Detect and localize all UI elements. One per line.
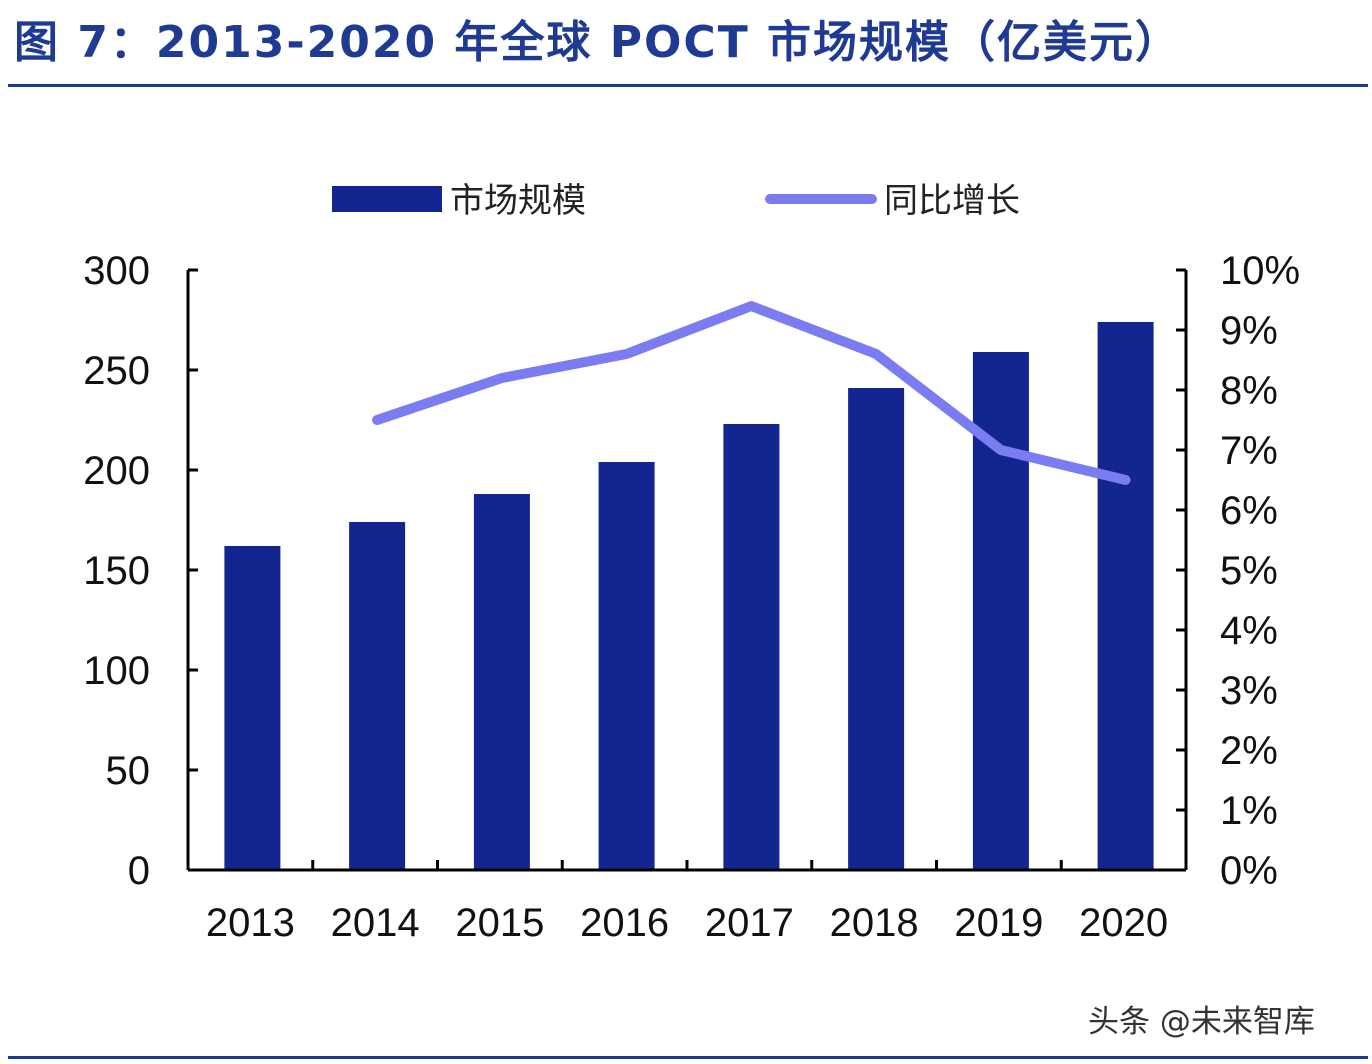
x-tick-label: 2020 xyxy=(1079,901,1168,945)
watermark: 头条 @未来智库 xyxy=(1088,1004,1315,1040)
figure-title: 图 7：2013-2020 年全球 POCT 市场规模（亿美元） xyxy=(14,17,1182,68)
x-tick-label: 2014 xyxy=(331,901,420,945)
x-tick-label: 2015 xyxy=(455,901,544,945)
bottom-divider xyxy=(8,1056,1368,1059)
legend-label-line: 同比增长 xyxy=(884,181,1020,221)
legend-label-bar: 市场规模 xyxy=(450,181,586,221)
y-left-tick-label: 50 xyxy=(106,749,151,793)
y-right-tick-label: 10% xyxy=(1220,249,1300,293)
y-right-tick-label: 2% xyxy=(1220,729,1278,773)
bar-2015 xyxy=(473,494,530,870)
bar-2014 xyxy=(349,522,406,870)
x-tick-label: 2019 xyxy=(954,901,1043,945)
legend: 市场规模 同比增长 xyxy=(332,181,1020,221)
y-right-tick-label: 6% xyxy=(1220,489,1278,533)
x-tick-label: 2017 xyxy=(705,901,794,945)
bar-2013 xyxy=(224,546,281,870)
y-right-tick-label: 8% xyxy=(1220,369,1278,413)
bar-series xyxy=(224,322,1154,870)
legend-swatch-bar xyxy=(332,186,442,212)
y-right-tick-label: 7% xyxy=(1220,429,1278,473)
axes: 0 50 100 150 200 250 300 0% 1% 2% 3% 4% 5% 6% 7% 8% 9% 10… xyxy=(83,249,1300,945)
title-divider xyxy=(8,84,1368,87)
bar-2016 xyxy=(598,462,655,870)
y-left-tick-label: 0 xyxy=(128,849,150,893)
line-series xyxy=(372,301,1131,485)
bar-2020 xyxy=(1097,322,1154,870)
y-left-tick-label: 150 xyxy=(83,549,150,593)
y-right-tick-label: 5% xyxy=(1220,549,1278,593)
y-left-tick-label: 200 xyxy=(83,449,150,493)
y-right-tick-label: 1% xyxy=(1220,789,1278,833)
x-tick-label: 2016 xyxy=(580,901,669,945)
x-tick-label: 2013 xyxy=(206,901,295,945)
y-left-tick-label: 250 xyxy=(83,349,150,393)
x-tick-label: 2018 xyxy=(830,901,919,945)
y-right-tick-label: 9% xyxy=(1220,309,1278,353)
bar-2017 xyxy=(723,424,780,870)
y-right-tick-label: 4% xyxy=(1220,609,1278,653)
y-left-tick-label: 300 xyxy=(83,249,150,293)
bar-2018 xyxy=(848,388,905,870)
y-right-tick-label: 0% xyxy=(1220,849,1278,893)
y-right-tick-label: 3% xyxy=(1220,669,1278,713)
y-left-tick-label: 100 xyxy=(83,649,150,693)
